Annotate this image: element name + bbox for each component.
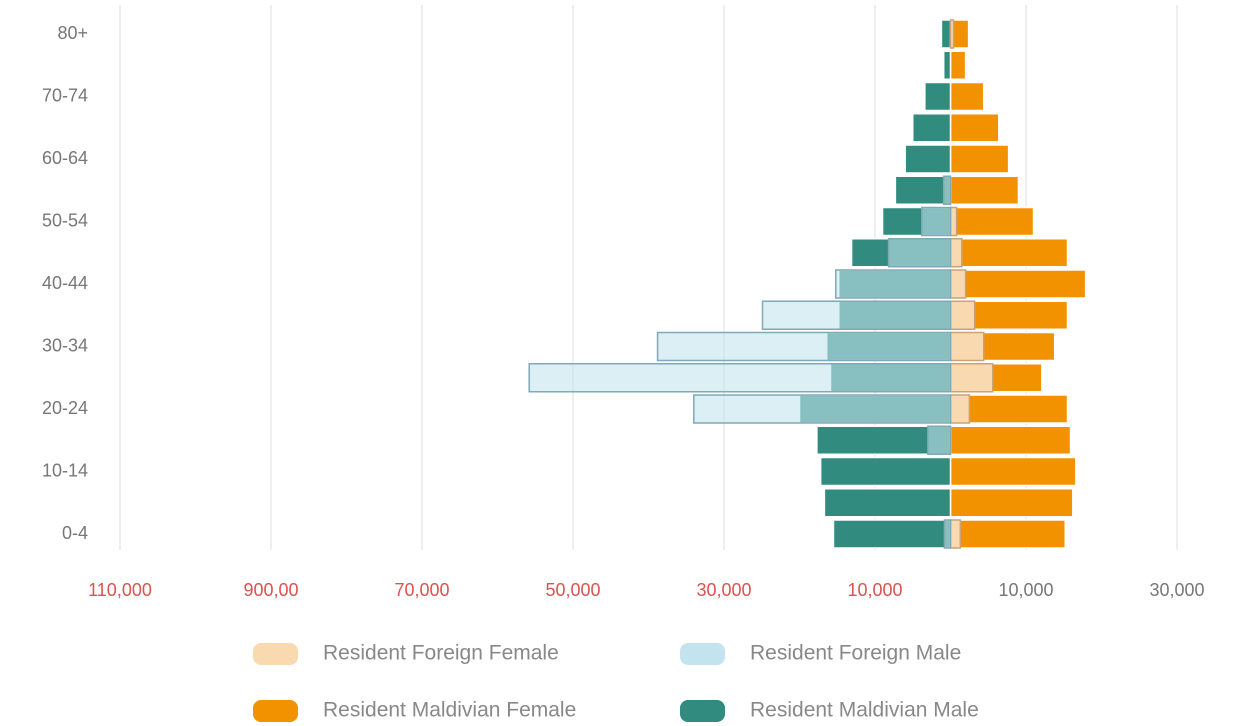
bar <box>904 144 952 174</box>
legend-swatch <box>680 700 725 722</box>
bar <box>949 238 1069 268</box>
bar <box>949 206 958 237</box>
legend-swatch <box>253 643 298 665</box>
bar <box>834 269 952 299</box>
legend-label: Resident Maldivian Male <box>750 699 979 722</box>
bar <box>949 269 967 299</box>
bar <box>949 394 971 424</box>
x-tick-label: 10,000 <box>998 580 1053 600</box>
bar <box>949 519 1067 549</box>
bar <box>949 269 1087 299</box>
bar <box>949 206 1035 237</box>
bar <box>949 238 963 268</box>
bar <box>949 425 1072 455</box>
x-tick-label: 30,000 <box>696 580 751 600</box>
bar <box>819 456 952 487</box>
legend-label: Resident Foreign Female <box>323 642 559 665</box>
bar <box>693 394 952 424</box>
bar <box>949 113 1000 143</box>
bar <box>949 19 955 49</box>
legend-label: Resident Foreign Male <box>750 642 961 665</box>
bar <box>656 331 952 362</box>
legend-swatch <box>680 643 725 665</box>
bar <box>949 144 1010 174</box>
bar <box>949 363 994 393</box>
bar <box>761 300 952 330</box>
bar <box>949 519 962 549</box>
bar <box>832 519 952 549</box>
bar <box>940 19 952 49</box>
bar <box>887 238 952 268</box>
y-tick-label: 20-24 <box>42 398 88 418</box>
legend-label: Resident Maldivian Female <box>323 699 576 722</box>
y-tick-label: 60-64 <box>42 148 88 168</box>
bar <box>949 81 985 112</box>
bar <box>927 425 952 455</box>
y-tick-label: 10-14 <box>42 460 88 480</box>
y-tick-label: 80+ <box>57 23 88 43</box>
y-tick-label: 70-74 <box>42 85 88 105</box>
x-tick-label: 110,000 <box>88 580 152 600</box>
bar <box>949 456 1077 487</box>
bar <box>949 300 976 330</box>
bar <box>949 488 1074 518</box>
bar <box>949 50 967 80</box>
x-tick-label: 10,000 <box>847 580 902 600</box>
bar <box>942 50 952 80</box>
y-tick-label: 50-54 <box>42 210 88 230</box>
bar <box>921 206 952 237</box>
bar <box>943 519 952 549</box>
bar <box>894 175 952 205</box>
y-tick-label: 40-44 <box>42 273 88 293</box>
bar <box>912 113 952 143</box>
legend-swatch <box>253 700 298 722</box>
x-tick-label: 70,000 <box>394 580 449 600</box>
x-tick-label: 50,000 <box>545 580 600 600</box>
bar <box>942 175 952 205</box>
y-tick-label: 30-34 <box>42 335 88 355</box>
bar <box>823 488 952 518</box>
bar <box>949 331 985 362</box>
bar <box>924 81 952 112</box>
bar <box>949 175 1020 205</box>
x-tick-label: 900,00 <box>243 580 298 600</box>
y-tick-label: 0-4 <box>62 523 88 543</box>
bar <box>528 363 952 393</box>
x-tick-label: 30,000 <box>1149 580 1204 600</box>
